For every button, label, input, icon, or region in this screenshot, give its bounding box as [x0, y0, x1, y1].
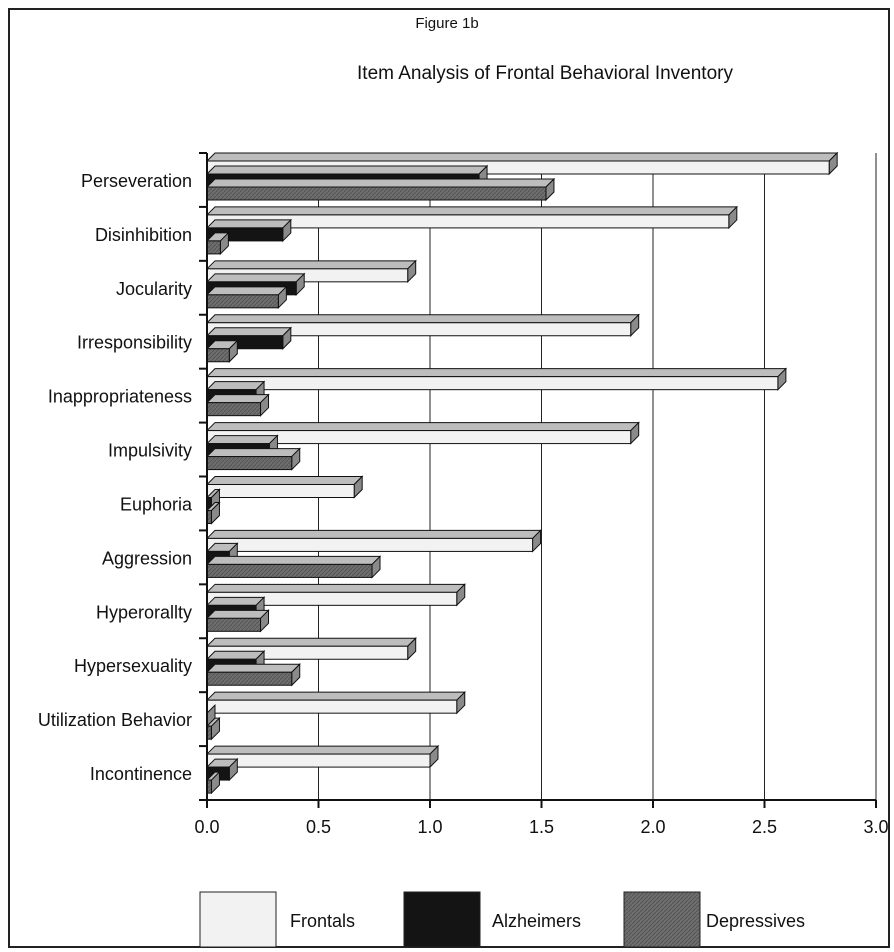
bar-frontals [205, 475, 364, 499]
bar-top-face [205, 260, 417, 270]
bar-front-face [206, 537, 534, 552]
legend-swatch-frontals [199, 891, 277, 948]
bar-top-face [205, 394, 270, 404]
bar-top-face [205, 368, 788, 378]
bar-depressives [205, 285, 288, 310]
bar-front-face [206, 402, 262, 417]
bar-frontals [205, 367, 788, 391]
bar-depressives [205, 501, 221, 525]
legend-swatch-alzheimers [403, 891, 481, 948]
bar-top-face [205, 422, 640, 432]
bar-frontals [205, 690, 466, 715]
bar-depressives [205, 609, 270, 633]
bar-depressives [205, 177, 556, 202]
category-label: Utilization Behavior [38, 710, 192, 730]
figure-label: Figure 1b [415, 15, 479, 32]
bar-depressives [205, 231, 230, 256]
bar-top-face [205, 663, 301, 673]
x-tick-label: 2.5 [752, 817, 777, 837]
bar-front-face [206, 617, 262, 632]
bar-frontals [205, 583, 466, 607]
bar-front-face [206, 699, 458, 714]
bar-depressives [205, 555, 382, 579]
legend-swatch-depressives [623, 891, 701, 948]
bar-frontals [205, 529, 542, 553]
bar-top-face [205, 529, 542, 539]
bar-front-face [206, 671, 293, 686]
category-label: Impulsivity [108, 441, 192, 461]
category-label: Incontinence [90, 764, 192, 784]
bar-top-face [205, 178, 556, 188]
category-label: Disinhibition [95, 225, 192, 245]
bar-top-face [205, 691, 466, 701]
category-label: Jocularity [116, 279, 192, 299]
bar-depressives [205, 447, 301, 471]
bar-front-face [206, 563, 373, 578]
bar-top-face [205, 273, 306, 283]
category-label: Aggression [102, 548, 192, 568]
bar-top-face [205, 206, 739, 216]
bar-frontals [205, 205, 739, 230]
bar-depressives [205, 339, 239, 363]
bar-front-face [206, 348, 230, 363]
bar-top-face [205, 286, 288, 296]
bar-top-face [205, 555, 382, 565]
bar-front-face [206, 376, 779, 391]
bar-top-face [205, 219, 293, 229]
category-label: Hypersexuality [74, 656, 192, 676]
bar-front-face [206, 240, 221, 255]
category-label: Irresponsibility [77, 333, 192, 353]
bar-front-face [206, 186, 547, 201]
bar-top-face [205, 314, 640, 324]
category-label: Inappropriateness [48, 387, 192, 407]
x-tick-label: 2.0 [640, 817, 665, 837]
bar-top-face [205, 381, 266, 391]
bar-top-face [205, 476, 364, 485]
bar-top-face [205, 448, 301, 458]
bar-depressives [205, 393, 270, 417]
bar-top-face [205, 152, 839, 162]
bar-top-face [205, 583, 466, 593]
legend-label-depressives: Depressives [706, 911, 805, 931]
x-tick-label: 3.0 [863, 817, 888, 837]
legend-label-frontals: Frontals [290, 911, 355, 931]
bar-front-face [206, 484, 355, 498]
bar-top-face [205, 165, 489, 175]
bar-frontals [205, 421, 640, 445]
x-tick-label: 1.5 [529, 817, 554, 837]
bar-depressives [205, 770, 221, 795]
chart-title: Item Analysis of Frontal Behavioral Inve… [357, 63, 733, 84]
bar-frontals [205, 744, 440, 769]
bar-top-face [205, 609, 270, 619]
bar-top-face [205, 745, 440, 755]
bar-top-face [205, 637, 417, 647]
x-tick-label: 0.0 [194, 817, 219, 837]
bar-front-face [206, 456, 293, 471]
category-label: Hyperorallty [96, 602, 192, 622]
bar-top-face [205, 650, 266, 660]
legend-label-alzheimers: Alzheimers [492, 911, 581, 931]
category-label: Euphoria [120, 494, 193, 514]
category-label: Perseveration [81, 171, 192, 191]
bar-front-face [206, 294, 279, 309]
bar-frontals [205, 313, 640, 337]
x-tick-label: 0.5 [306, 817, 331, 837]
bar-top-face [205, 435, 279, 445]
bar-top-face [205, 596, 266, 606]
bar-top-face [205, 327, 293, 337]
x-tick-label: 1.0 [417, 817, 442, 837]
bar-depressives [205, 663, 301, 687]
bar-front-face [206, 753, 431, 768]
